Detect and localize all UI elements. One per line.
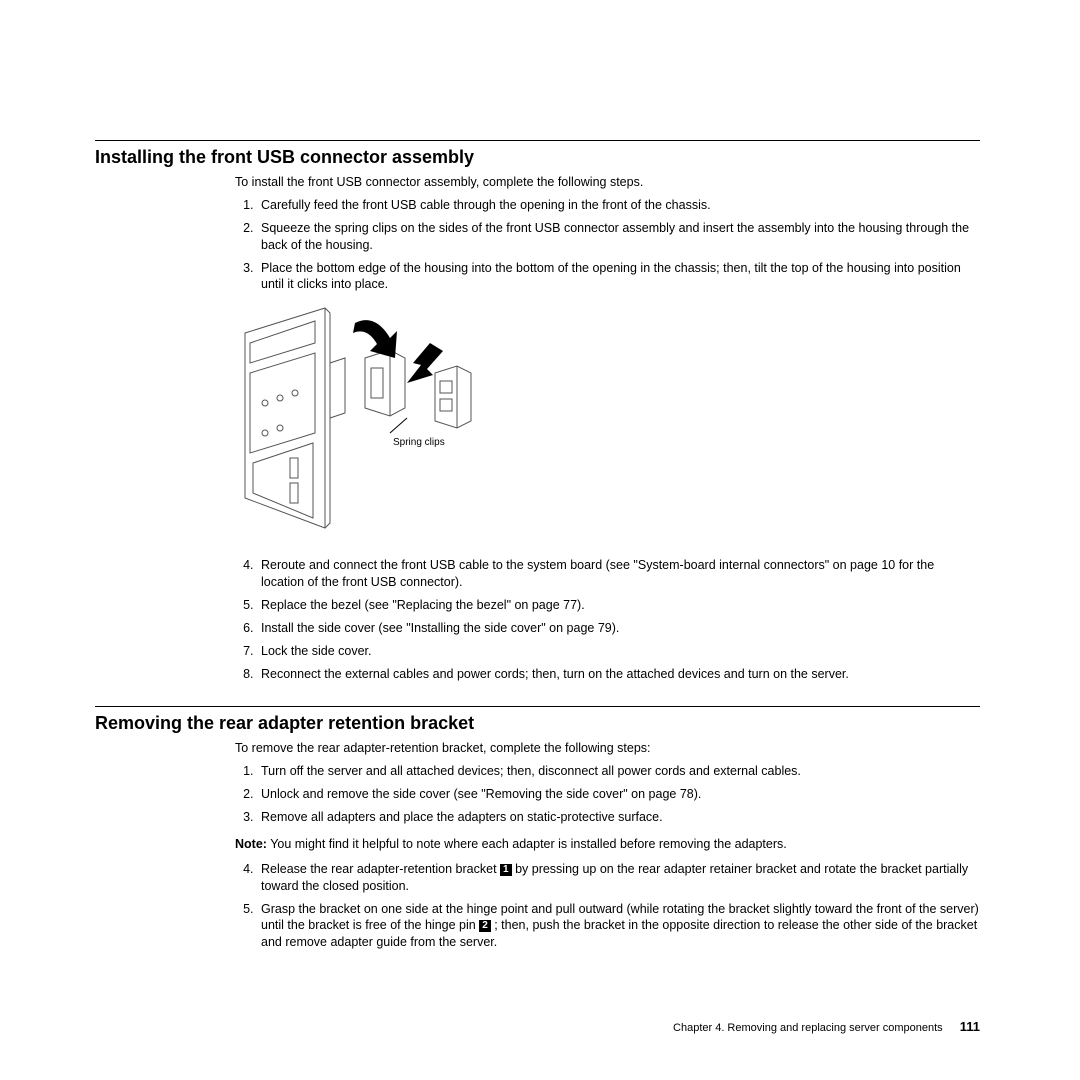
note: Note: You might find it helpful to note … xyxy=(235,836,980,853)
list-item: Carefully feed the front USB cable throu… xyxy=(257,197,980,214)
figure-label: Spring clips xyxy=(393,437,445,448)
section1-steps-a: Carefully feed the front USB cable throu… xyxy=(235,197,980,293)
callout-2: 2 xyxy=(479,920,491,932)
list-item: Install the side cover (see "Installing … xyxy=(257,620,980,637)
list-item: Reroute and connect the front USB cable … xyxy=(257,557,980,591)
list-item: Release the rear adapter-retention brack… xyxy=(257,861,980,895)
usb-assembly-figure: Spring clips xyxy=(235,303,980,543)
callout-1: 1 xyxy=(500,864,512,876)
page-footer: Chapter 4. Removing and replacing server… xyxy=(673,1019,980,1034)
section1-title: Installing the front USB connector assem… xyxy=(95,147,980,168)
list-item: Replace the bezel (see "Replacing the be… xyxy=(257,597,980,614)
list-item: Turn off the server and all attached dev… xyxy=(257,763,980,780)
step4-pre: Release the rear adapter-retention brack… xyxy=(261,862,500,876)
list-item: Squeeze the spring clips on the sides of… xyxy=(257,220,980,254)
list-item: Place the bottom edge of the housing int… xyxy=(257,260,980,294)
list-item: Unlock and remove the side cover (see "R… xyxy=(257,786,980,803)
section2-steps-cont: Release the rear adapter-retention brack… xyxy=(235,861,980,951)
section2-intro: To remove the rear adapter-retention bra… xyxy=(235,740,980,757)
list-item: Reconnect the external cables and power … xyxy=(257,666,980,683)
footer-chapter: Chapter 4. Removing and replacing server… xyxy=(673,1022,943,1034)
section-rule xyxy=(95,140,980,141)
section2-title: Removing the rear adapter retention brac… xyxy=(95,713,980,734)
section1-steps-b: Reroute and connect the front USB cable … xyxy=(235,557,980,682)
list-item: Remove all adapters and place the adapte… xyxy=(257,809,980,826)
section-rule xyxy=(95,706,980,707)
footer-page-number: 111 xyxy=(960,1019,980,1034)
list-item: Grasp the bracket on one side at the hin… xyxy=(257,901,980,952)
note-text: You might find it helpful to note where … xyxy=(270,837,787,851)
list-item: Lock the side cover. xyxy=(257,643,980,660)
section1-intro: To install the front USB connector assem… xyxy=(235,174,980,191)
section2-steps: Turn off the server and all attached dev… xyxy=(235,763,980,826)
note-label: Note: xyxy=(235,837,267,851)
